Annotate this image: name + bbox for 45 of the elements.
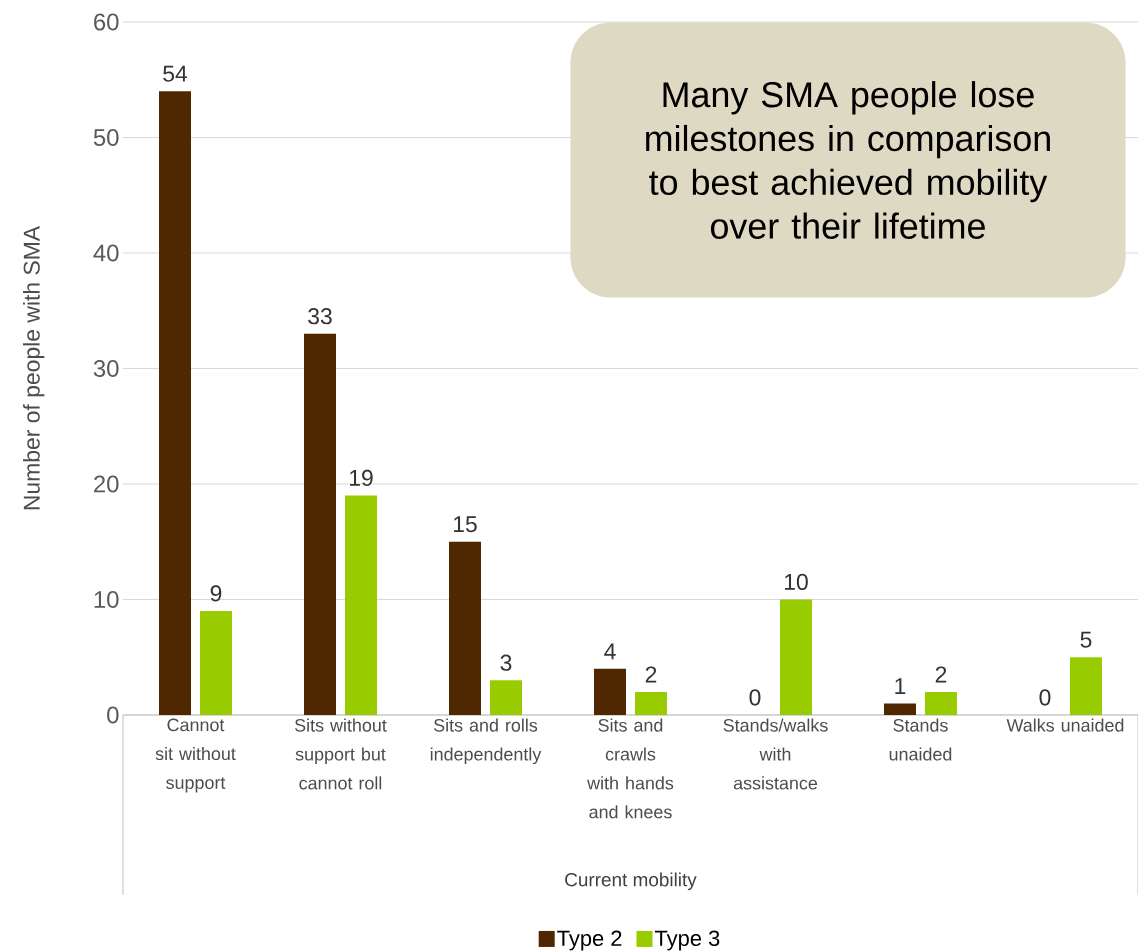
bar xyxy=(448,541,481,715)
data-label: 15 xyxy=(454,516,477,533)
y-tick-label: 40 xyxy=(93,244,119,262)
y-tick-label: 10 xyxy=(94,591,119,608)
data-label: 3 xyxy=(500,654,512,671)
legend-label: Type 3 xyxy=(654,930,720,951)
y-axis-title: Number of people with SMA xyxy=(23,225,45,510)
x-tick-label: Sits and rolls independently xyxy=(430,718,542,765)
bar xyxy=(489,680,522,715)
x-tick-label: Walks unaided xyxy=(1006,718,1124,732)
bar xyxy=(779,599,812,715)
data-label: 5 xyxy=(1080,631,1092,648)
data-label: 33 xyxy=(308,308,332,325)
data-label: 1 xyxy=(895,678,906,694)
x-tick-label: Sits and crawls with hands and knees xyxy=(587,718,674,819)
data-label: 10 xyxy=(784,573,808,590)
bar xyxy=(593,668,626,715)
x-tick-label: Cannot sit without support xyxy=(155,718,236,793)
x-tick-label: Sits without support but cannot roll xyxy=(294,718,387,790)
data-label: 19 xyxy=(350,469,373,487)
data-label: 0 xyxy=(1039,689,1051,706)
data-label: 2 xyxy=(935,666,947,683)
y-tick-label: 60 xyxy=(94,13,119,31)
bar xyxy=(924,691,957,715)
data-label: 2 xyxy=(645,666,657,683)
data-label: 54 xyxy=(163,65,188,82)
bar xyxy=(634,691,667,715)
bar xyxy=(159,91,191,715)
y-tick-label: 30 xyxy=(93,360,119,377)
x-tick-label: Stands/walks with assistance xyxy=(723,718,828,790)
data-label: 0 xyxy=(749,689,761,706)
x-axis-title: Current mobility xyxy=(565,872,697,891)
bar xyxy=(345,495,377,715)
bar xyxy=(304,333,336,715)
data-label: 9 xyxy=(210,585,222,602)
bar xyxy=(1069,657,1102,715)
y-tick-label: 0 xyxy=(107,706,119,724)
y-tick-label: 20 xyxy=(94,475,119,493)
legend-label: Type 2 xyxy=(557,930,622,951)
annotation: Many SMA people lose milestones in comparison to best achieved mobility over their lifetime xyxy=(646,81,1050,239)
y-tick-label: 50 xyxy=(93,129,119,146)
bar xyxy=(200,611,232,715)
bar xyxy=(883,703,916,715)
x-tick-label: Stands unaided xyxy=(889,718,952,761)
data-label: 4 xyxy=(604,643,616,660)
